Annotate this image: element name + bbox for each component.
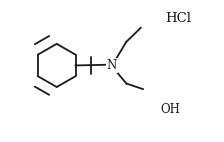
Text: N: N [107, 59, 117, 72]
Text: OH: OH [161, 104, 181, 116]
Text: HCl: HCl [165, 12, 191, 25]
